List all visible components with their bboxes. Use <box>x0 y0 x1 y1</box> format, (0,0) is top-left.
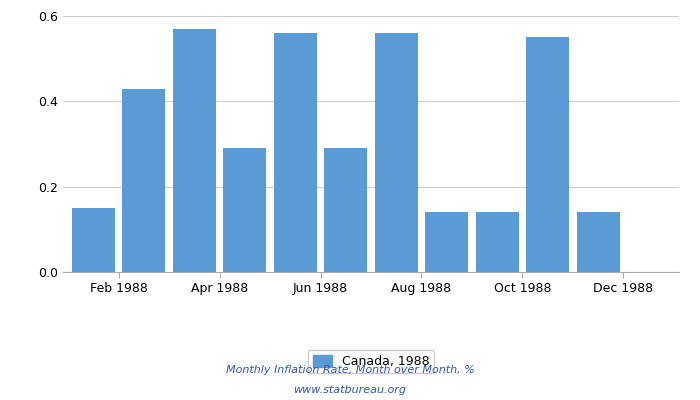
Bar <box>374 33 418 272</box>
Bar <box>577 212 620 272</box>
Bar <box>274 33 316 272</box>
Text: Monthly Inflation Rate, Month over Month, %: Monthly Inflation Rate, Month over Month… <box>225 365 475 375</box>
Legend: Canada, 1988: Canada, 1988 <box>308 350 434 373</box>
Bar <box>72 208 115 272</box>
Bar <box>122 88 165 272</box>
Bar <box>173 29 216 272</box>
Bar <box>426 212 468 272</box>
Bar <box>223 148 266 272</box>
Bar <box>476 212 519 272</box>
Bar <box>526 37 569 272</box>
Text: www.statbureau.org: www.statbureau.org <box>293 385 407 395</box>
Bar <box>324 148 368 272</box>
